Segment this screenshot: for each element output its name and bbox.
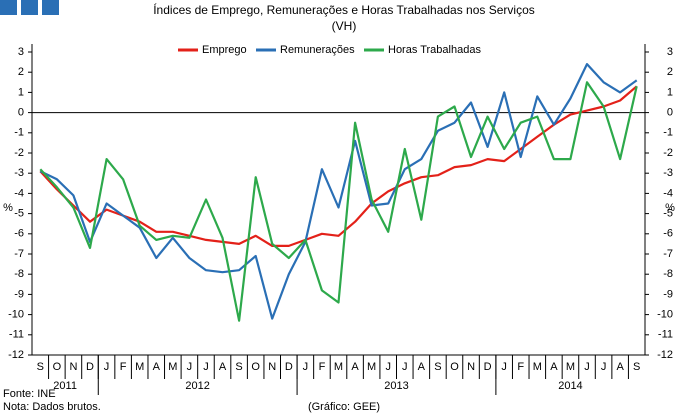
y-tick-label: 1 <box>18 86 24 98</box>
y2-tick-label: -3 <box>663 167 673 179</box>
x-tick-label: F <box>517 361 524 373</box>
y2-tick-label: 3 <box>667 46 673 58</box>
x-tick-label: J <box>601 361 607 373</box>
x-tick-label: S <box>37 361 44 373</box>
y-axis-label: % <box>3 202 13 214</box>
x-tick-label: O <box>53 361 62 373</box>
x-tick-label: D <box>285 361 293 373</box>
y2-tick-label: -11 <box>658 329 673 341</box>
x-tick-label: J <box>385 361 391 373</box>
header-square <box>42 0 59 15</box>
x-tick-label: A <box>550 361 558 373</box>
y-tick-label: -2 <box>14 147 24 159</box>
legend-label: Remunerações <box>280 44 355 56</box>
x-tick-label: M <box>533 361 542 373</box>
x-tick-label: N <box>467 361 475 373</box>
y2-tick-label: -7 <box>663 248 673 260</box>
x-tick-label: A <box>418 361 426 373</box>
x-tick-label: M <box>135 361 144 373</box>
year-label: 2013 <box>384 380 408 392</box>
x-tick-label: J <box>203 361 209 373</box>
x-tick-label: M <box>566 361 575 373</box>
x-tick-label: A <box>351 361 359 373</box>
y-tick-label: -9 <box>14 288 24 300</box>
series-line <box>39 85 638 247</box>
y2-tick-label: 1 <box>667 86 673 98</box>
note: Nota: Dados brutos. <box>3 401 101 413</box>
year-label: 2014 <box>558 380 582 392</box>
x-tick-label: N <box>69 361 77 373</box>
x-tick-label: A <box>616 361 624 373</box>
y2-tick-label: -2 <box>663 147 673 159</box>
series-line <box>39 81 638 322</box>
credit: (Gráfico: GEE) <box>308 401 380 413</box>
x-tick-label: S <box>235 361 242 373</box>
x-tick-label: J <box>584 361 590 373</box>
y2-tick-label: -6 <box>663 228 673 240</box>
source: Fonte: INE <box>3 388 56 400</box>
y2-tick-label: -12 <box>657 349 673 361</box>
y-tick-label: -5 <box>14 208 24 220</box>
x-tick-label: O <box>251 361 260 373</box>
y-tick-label: -6 <box>14 228 24 240</box>
x-tick-label: S <box>633 361 640 373</box>
y2-axis-label: % <box>665 202 675 214</box>
y-tick-label: 3 <box>18 46 24 58</box>
y-tick-label: -4 <box>14 187 24 199</box>
y-tick-label: -1 <box>14 127 24 139</box>
y-tick-label: 2 <box>18 66 24 78</box>
y-tick-label: -10 <box>8 309 24 321</box>
x-tick-label: M <box>334 361 343 373</box>
x-tick-label: A <box>153 361 161 373</box>
chart-title: Índices de Emprego, Remunerações e Horas… <box>153 2 535 17</box>
y2-tick-label: -9 <box>663 288 673 300</box>
year-label: 2012 <box>185 380 209 392</box>
x-tick-label: J <box>402 361 408 373</box>
x-tick-label: M <box>367 361 376 373</box>
x-tick-label: D <box>484 361 492 373</box>
y2-tick-label: -5 <box>663 208 673 220</box>
x-tick-label: J <box>303 361 309 373</box>
x-tick-label: M <box>168 361 177 373</box>
x-tick-label: N <box>268 361 276 373</box>
y2-tick-label: -8 <box>663 268 673 280</box>
x-tick-label: O <box>450 361 459 373</box>
year-label: 2011 <box>53 380 77 392</box>
header-square <box>21 0 38 15</box>
y-tick-label: -8 <box>14 268 24 280</box>
y2-tick-label: -10 <box>657 309 673 321</box>
x-tick-label: D <box>86 361 94 373</box>
x-tick-label: J <box>501 361 507 373</box>
y-tick-label: -3 <box>14 167 24 179</box>
y-tick-label: -7 <box>14 248 24 260</box>
legend-label: Horas Trabalhadas <box>388 44 481 56</box>
y2-tick-label: -1 <box>663 127 673 139</box>
x-tick-label: J <box>104 361 110 373</box>
y2-tick-label: 0 <box>667 107 673 119</box>
y2-tick-label: -4 <box>663 187 673 199</box>
x-tick-label: F <box>120 361 127 373</box>
x-tick-label: A <box>219 361 227 373</box>
chart-subtitle: (VH) <box>332 19 357 33</box>
y-tick-label: -12 <box>8 349 24 361</box>
y-tick-label: 0 <box>18 107 24 119</box>
x-tick-label: S <box>434 361 441 373</box>
header-square <box>0 0 17 15</box>
x-tick-label: J <box>187 361 193 373</box>
series-line <box>39 62 638 320</box>
legend-label: Emprego <box>202 44 247 56</box>
y-tick-label: -11 <box>9 329 24 341</box>
y2-tick-label: 2 <box>667 66 673 78</box>
x-tick-label: F <box>319 361 326 373</box>
